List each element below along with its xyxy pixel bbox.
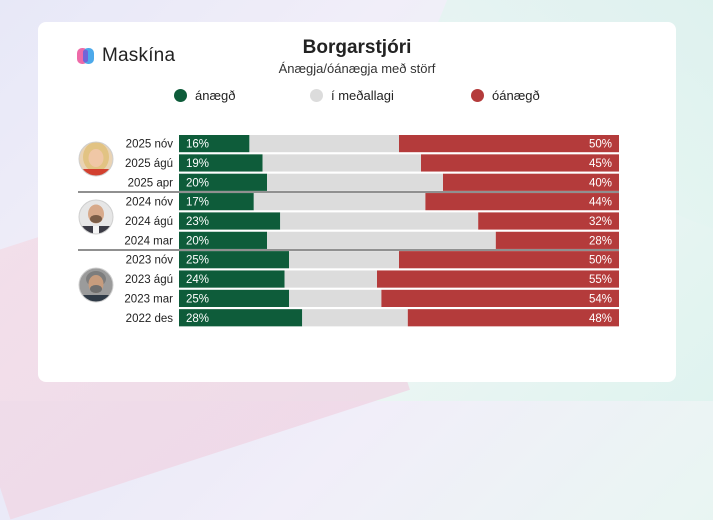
- bar-segment-satisfied: [179, 289, 289, 307]
- bar-segment-satisfied: [179, 135, 250, 153]
- legend-label-neutral: í meðallagi: [331, 88, 394, 103]
- legend-swatch-neutral: [310, 89, 323, 102]
- bar-segment-neutral: [249, 135, 399, 153]
- bar-segment-neutral: [280, 212, 479, 230]
- data-label-dissatisfied: 40%: [589, 177, 612, 189]
- chart-title: Borgarstjóri: [302, 37, 412, 58]
- avatar-man-bald: [78, 199, 114, 235]
- logo-mark-icon: [76, 46, 96, 66]
- legend-swatch-dissatisfied: [471, 89, 484, 102]
- bar-segment-neutral: [289, 289, 382, 307]
- bar-segment-satisfied: [179, 270, 285, 288]
- bar-segment-neutral: [253, 193, 426, 211]
- data-label-satisfied: 17%: [186, 197, 209, 209]
- bar-segment-dissatisfied: [425, 193, 619, 211]
- category-label: 2024 nóv: [126, 197, 174, 209]
- bar-segment-satisfied: [179, 154, 263, 172]
- category-label: 2025 ágú: [125, 158, 173, 170]
- category-label: 2022 des: [126, 313, 174, 325]
- category-label: 2025 nóv: [126, 139, 174, 151]
- bar-segment-neutral: [267, 231, 496, 249]
- data-label-dissatisfied: 54%: [589, 293, 612, 305]
- bar-segment-dissatisfied: [399, 135, 619, 153]
- bar-segment-dissatisfied: [381, 289, 619, 307]
- bar-segment-satisfied: [179, 231, 267, 249]
- data-label-satisfied: 28%: [186, 313, 209, 325]
- bar-segment-satisfied: [179, 309, 303, 327]
- data-label-satisfied: 16%: [186, 139, 209, 151]
- data-label-satisfied: 20%: [186, 177, 209, 189]
- legend-label-dissatisfied: óánægð: [492, 88, 540, 103]
- bar-segment-dissatisfied: [407, 309, 619, 327]
- brand-name: Maskína: [102, 45, 176, 66]
- data-label-satisfied: 20%: [186, 235, 209, 247]
- bar-segment-neutral: [262, 154, 421, 172]
- legend-label-satisfied: ánægð: [195, 88, 236, 103]
- category-label: 2024 ágú: [125, 216, 173, 228]
- data-label-dissatisfied: 44%: [589, 197, 612, 209]
- data-label-satisfied: 19%: [186, 158, 209, 170]
- category-label: 2023 mar: [124, 293, 173, 305]
- data-label-dissatisfied: 45%: [589, 158, 612, 170]
- bar-segment-dissatisfied: [443, 173, 619, 191]
- bar-segment-neutral: [284, 270, 377, 288]
- category-label: 2025 apr: [128, 177, 174, 189]
- category-label: 2024 mar: [124, 235, 173, 247]
- bar-segment-dissatisfied: [399, 251, 619, 269]
- bar-segment-satisfied: [179, 212, 281, 230]
- category-label: 2023 nóv: [126, 255, 174, 267]
- bar-segment-satisfied: [179, 173, 267, 191]
- bar-segment-neutral: [302, 309, 408, 327]
- data-label-satisfied: 24%: [186, 274, 209, 286]
- brand-logo: Maskína: [76, 45, 175, 67]
- bar-segment-satisfied: [179, 251, 289, 269]
- data-label-dissatisfied: 50%: [589, 255, 612, 267]
- chart-card: Maskína Borgarstjóri Ánægja/óánægja með …: [38, 22, 676, 382]
- stacked-bar-chart: 2025 nóv 16% 50% 2025 ágú 19% 45% 2025 apr 20% 4…: [78, 135, 619, 327]
- data-label-dissatisfied: 28%: [589, 235, 612, 247]
- data-label-dissatisfied: 32%: [589, 216, 612, 228]
- legend-swatch-satisfied: [174, 89, 187, 102]
- bar-segment-dissatisfied: [421, 154, 619, 172]
- bar-segment-satisfied: [179, 193, 254, 211]
- avatar-man-grey-hair: [78, 267, 114, 303]
- legend-item-neutral: í meðallagi: [310, 88, 394, 103]
- category-label: 2023 ágú: [125, 274, 173, 286]
- bar-segment-neutral: [289, 251, 399, 269]
- bar-segment-dissatisfied: [495, 231, 619, 249]
- legend-item-satisfied: ánægð: [174, 88, 235, 103]
- bar-segment-dissatisfied: [377, 270, 619, 288]
- data-label-dissatisfied: 48%: [589, 313, 612, 325]
- legend-item-dissatisfied: óánægð: [471, 88, 540, 103]
- bar-segment-neutral: [267, 173, 443, 191]
- avatar-woman-blonde: [78, 141, 114, 177]
- data-label-satisfied: 23%: [186, 216, 209, 228]
- data-label-satisfied: 25%: [186, 293, 209, 305]
- bar-segment-dissatisfied: [478, 212, 619, 230]
- chart-subtitle: Ánægja/óánægja með störf: [278, 61, 436, 76]
- data-label-dissatisfied: 55%: [589, 274, 612, 286]
- data-label-dissatisfied: 50%: [589, 139, 612, 151]
- data-label-satisfied: 25%: [186, 255, 209, 267]
